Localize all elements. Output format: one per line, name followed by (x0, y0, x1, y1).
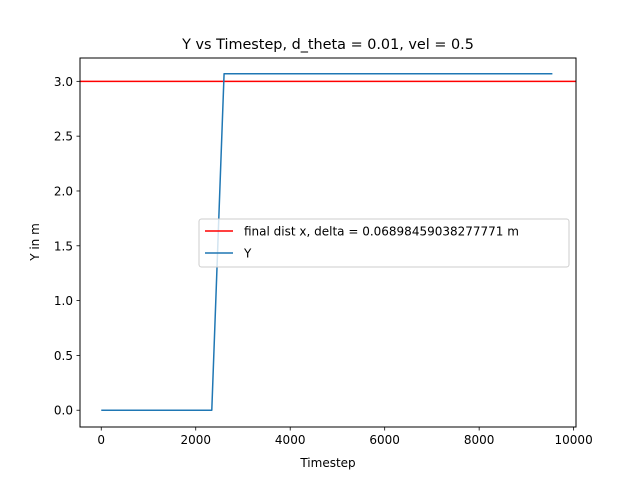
legend-label: Y (243, 247, 252, 261)
x-tick-label: 8000 (464, 433, 495, 447)
x-tick-label: 4000 (275, 433, 306, 447)
chart-title: Y vs Timestep, d_theta = 0.01, vel = 0.5 (181, 37, 474, 53)
y-axis: 0.0 0.5 1.0 1.5 2.0 2.5 3.0 (54, 75, 80, 418)
y-tick-label: 1.0 (54, 294, 73, 308)
legend: final dist x, delta = 0.0689845903827777… (198, 218, 570, 268)
y-tick-label: 1.5 (54, 239, 73, 253)
legend-label: final dist x, delta = 0.0689845903827777… (244, 225, 519, 239)
y-tick-label: 2.5 (54, 130, 73, 144)
x-tick-label: 2000 (180, 433, 211, 447)
x-tick-label: 10000 (555, 433, 593, 447)
x-tick-label: 0 (97, 433, 105, 447)
legend-box (198, 218, 570, 268)
y-axis-label: Y in m (28, 223, 42, 262)
y-tick-label: 0.5 (54, 349, 73, 363)
y-tick-label: 3.0 (54, 75, 73, 89)
x-axis-label: Timestep (299, 456, 355, 470)
plot-frame (79, 57, 577, 428)
y-tick-label: 2.0 (54, 184, 73, 198)
y-tick-label: 0.0 (54, 404, 73, 418)
x-tick-label: 6000 (369, 433, 400, 447)
x-axis: 0 2000 4000 6000 8000 10000 (97, 427, 593, 447)
